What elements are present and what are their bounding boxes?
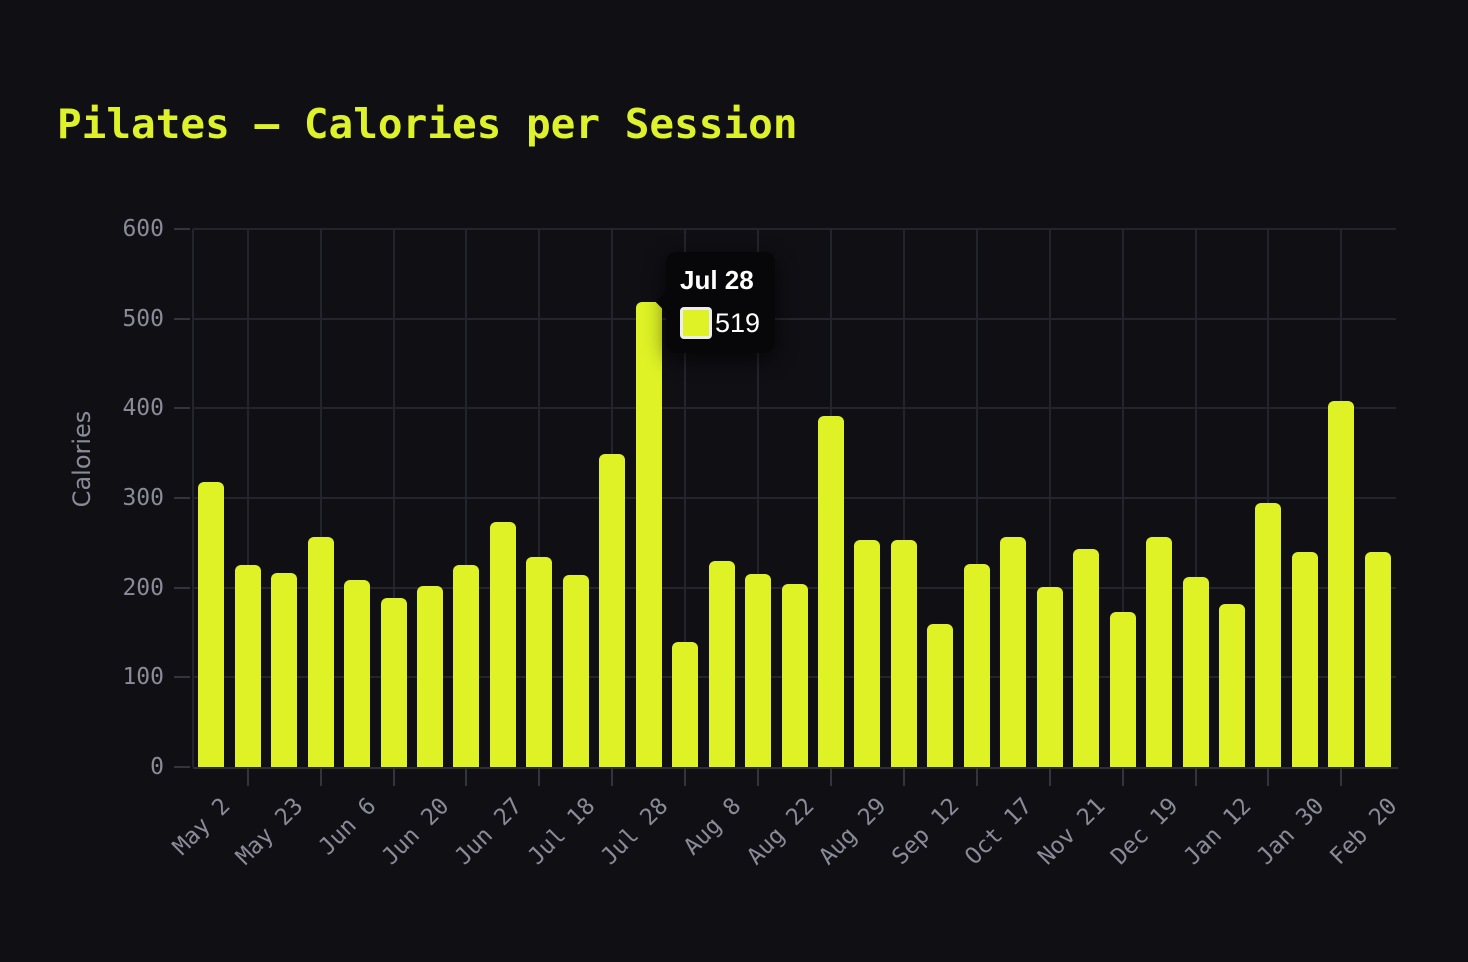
bar[interactable] [1255, 503, 1281, 767]
v-gridline [538, 229, 540, 767]
y-tick [174, 587, 190, 589]
h-gridline [193, 497, 1396, 499]
x-tick [903, 768, 905, 786]
y-tick [174, 497, 190, 499]
tooltip: Jul 28 519 [655, 252, 776, 353]
x-tick [538, 768, 540, 786]
h-gridline [193, 318, 1396, 320]
bar[interactable] [453, 565, 479, 767]
v-gridline [757, 229, 759, 767]
v-gridline [1195, 229, 1197, 767]
chart-title: Pilates — Calories per Session [57, 100, 798, 148]
bar[interactable] [417, 585, 443, 767]
y-tick [174, 407, 190, 409]
y-tick-label: 200 [122, 575, 164, 601]
y-tick [174, 766, 190, 768]
tooltip-date: Jul 28 [680, 265, 754, 295]
bar[interactable] [1073, 549, 1099, 767]
bar[interactable] [235, 565, 261, 767]
bar[interactable] [1365, 551, 1391, 767]
v-gridline [1267, 229, 1269, 767]
v-gridline [684, 229, 686, 767]
y-tick-label: 500 [122, 306, 164, 332]
bar[interactable] [599, 454, 625, 767]
bar[interactable] [344, 579, 370, 767]
x-axis-line [193, 767, 1398, 769]
x-tick [757, 768, 759, 786]
bar[interactable] [271, 573, 297, 767]
bar[interactable] [490, 522, 516, 767]
bar[interactable] [854, 540, 880, 767]
bar[interactable] [1000, 537, 1026, 767]
x-tick [1122, 768, 1124, 786]
x-tick [830, 768, 832, 786]
bar[interactable] [1292, 551, 1318, 767]
bar[interactable] [818, 415, 844, 767]
y-tick-label: 0 [150, 754, 164, 780]
x-tick [1340, 768, 1342, 786]
bar[interactable] [672, 642, 698, 767]
v-gridline [976, 229, 978, 767]
h-gridline [193, 407, 1396, 409]
y-tick-label: 100 [122, 664, 164, 690]
x-tick [1195, 768, 1197, 786]
v-gridline [247, 229, 249, 767]
bar[interactable] [1037, 586, 1063, 767]
x-tick [1049, 768, 1051, 786]
y-tick [174, 318, 190, 320]
v-gridline [393, 229, 395, 767]
y-tick [174, 228, 190, 230]
x-tick [611, 768, 613, 786]
v-gridline [1049, 229, 1051, 767]
bar[interactable] [745, 574, 771, 767]
y-axis-title: Calories [68, 410, 96, 508]
h-gridline [193, 228, 1396, 230]
bar[interactable] [927, 623, 953, 767]
bar[interactable] [709, 560, 735, 767]
bar[interactable] [1110, 611, 1136, 767]
x-tick [393, 768, 395, 786]
y-axis-line [192, 229, 194, 767]
tooltip-value: 519 [715, 308, 761, 338]
bar[interactable] [1219, 603, 1245, 767]
x-tick [320, 768, 322, 786]
bar[interactable] [198, 481, 224, 767]
v-gridline [320, 229, 322, 767]
x-tick [465, 768, 467, 786]
bar[interactable] [964, 564, 990, 767]
x-tick [247, 768, 249, 786]
bar[interactable] [308, 536, 334, 767]
bar[interactable] [1146, 536, 1172, 767]
bar[interactable] [381, 597, 407, 767]
bar-highlighted[interactable] [636, 301, 662, 767]
bar[interactable] [563, 575, 589, 767]
y-tick-label: 400 [122, 395, 164, 421]
x-tick [684, 768, 686, 786]
bar[interactable] [1328, 401, 1354, 767]
v-gridline [903, 229, 905, 767]
bar[interactable] [891, 540, 917, 767]
x-tick [1267, 768, 1269, 786]
tooltip-series-swatch [680, 307, 712, 339]
bar[interactable] [782, 584, 808, 767]
v-gridline [465, 229, 467, 767]
v-gridline [1122, 229, 1124, 767]
bar[interactable] [526, 557, 552, 767]
x-tick [976, 768, 978, 786]
bar[interactable] [1183, 576, 1209, 767]
y-tick-label: 300 [122, 485, 164, 511]
y-tick-label: 600 [122, 216, 164, 242]
tooltip-row: 519 [680, 307, 760, 339]
y-tick [174, 676, 190, 678]
